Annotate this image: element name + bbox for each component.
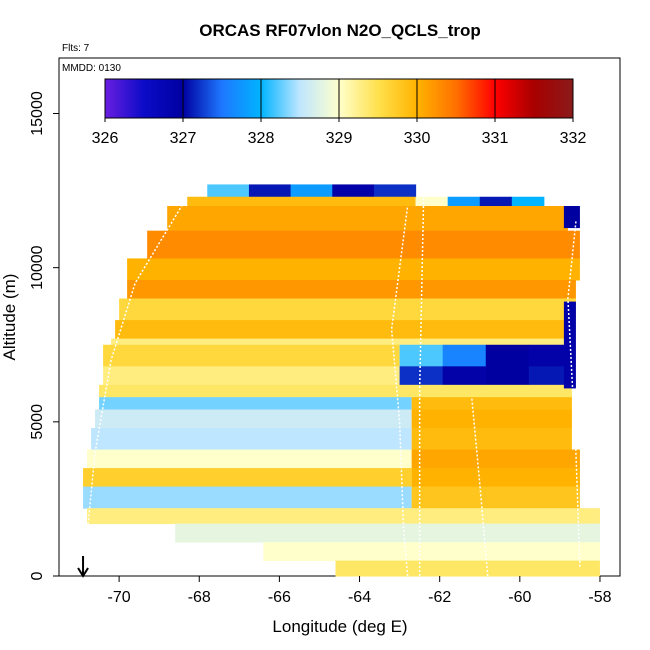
longitude-marker-arrow bbox=[77, 556, 89, 578]
heatmap-band bbox=[411, 409, 572, 429]
heatmap-band bbox=[411, 397, 572, 410]
heatmap-band bbox=[187, 196, 416, 207]
heatmap-cell bbox=[373, 184, 417, 198]
y-tick-label: 10000 bbox=[29, 245, 46, 290]
colorbar-tick-label: 330 bbox=[404, 130, 431, 147]
heatmap-band bbox=[411, 449, 580, 469]
heatmap-band bbox=[91, 428, 412, 451]
heatmap-band bbox=[147, 230, 580, 259]
heatmap-band bbox=[87, 449, 412, 469]
heatmap-band bbox=[335, 560, 600, 577]
heatmap-cells bbox=[83, 184, 600, 577]
flight-track bbox=[418, 196, 425, 576]
y-tick-label: 5000 bbox=[29, 404, 46, 440]
heatmap-cell bbox=[528, 344, 573, 367]
heatmap-cell bbox=[248, 184, 292, 198]
colorbar-tick-label: 326 bbox=[92, 130, 119, 147]
colorbar: 326 327 328 329 330 331 332 bbox=[92, 78, 587, 147]
x-axis: -70 -68 -66 -64 -62 -60 -58 bbox=[108, 576, 612, 606]
heatmap-band bbox=[103, 366, 400, 386]
heatmap-cell bbox=[528, 366, 573, 386]
heatmap-band bbox=[95, 409, 412, 429]
heatmap-cell bbox=[485, 344, 530, 367]
x-tick-label: -62 bbox=[428, 589, 451, 606]
heatmap-band bbox=[411, 428, 572, 451]
heatmap-band bbox=[83, 486, 412, 509]
colorbar-tick-label: 327 bbox=[170, 130, 197, 147]
heatmap-cell bbox=[442, 344, 487, 367]
heatmap-band bbox=[167, 206, 568, 232]
flight-track bbox=[567, 221, 581, 567]
heatmap-cell bbox=[332, 184, 375, 198]
y-tick-label: 0 bbox=[29, 571, 46, 580]
x-tick-label: -58 bbox=[588, 589, 611, 606]
heatmap-band bbox=[115, 320, 572, 340]
y-axis: 0 5000 10000 15000 bbox=[29, 91, 59, 580]
x-tick-label: -66 bbox=[268, 589, 291, 606]
heatmap-band bbox=[411, 486, 580, 509]
colorbar-tick-label: 328 bbox=[248, 130, 275, 147]
flight-track bbox=[390, 205, 409, 577]
heatmap-band bbox=[127, 280, 576, 299]
heatmap-band bbox=[175, 523, 600, 543]
x-tick-label: -60 bbox=[508, 589, 531, 606]
heatmap-band bbox=[411, 468, 580, 488]
flight-track bbox=[82, 196, 188, 577]
flight-track bbox=[470, 397, 489, 577]
x-tick-label: -64 bbox=[348, 589, 371, 606]
heatmap-band bbox=[99, 397, 412, 410]
heatmap-cell bbox=[485, 366, 530, 386]
heatmap-band bbox=[99, 384, 572, 398]
x-tick-label: -70 bbox=[108, 589, 131, 606]
x-axis-label: Longitude (deg E) bbox=[272, 617, 407, 636]
heatmap-band bbox=[103, 344, 400, 367]
heatmap-band bbox=[119, 298, 576, 321]
flight-tracks bbox=[82, 196, 581, 577]
y-axis-label: Altitude (m) bbox=[0, 274, 19, 361]
colorbar-tick-label: 331 bbox=[482, 130, 509, 147]
date-note: MMDD: 0130 bbox=[62, 63, 121, 74]
heatmap-band bbox=[127, 258, 580, 281]
marker-head bbox=[77, 567, 89, 578]
heatmap-cell bbox=[442, 366, 487, 386]
heatmap-band bbox=[563, 206, 580, 229]
y-tick-label: 15000 bbox=[29, 91, 46, 136]
flights-note: Flts: 7 bbox=[62, 43, 90, 54]
heatmap-cell bbox=[399, 366, 444, 386]
colorbar-tick-label: 332 bbox=[560, 130, 587, 147]
heatmap-cell bbox=[399, 344, 444, 367]
heatmap-cell bbox=[207, 184, 250, 198]
heatmap-cell bbox=[290, 184, 333, 198]
x-tick-label: -68 bbox=[188, 589, 211, 606]
heatmap-band bbox=[263, 542, 600, 562]
chart-title: ORCAS RF07vlon N2O_QCLS_trop bbox=[199, 21, 481, 40]
colorbar-tick-label: 329 bbox=[326, 130, 353, 147]
heatmap-band bbox=[83, 468, 412, 488]
heatmap-band bbox=[111, 338, 572, 346]
heatmap-band bbox=[87, 508, 600, 525]
